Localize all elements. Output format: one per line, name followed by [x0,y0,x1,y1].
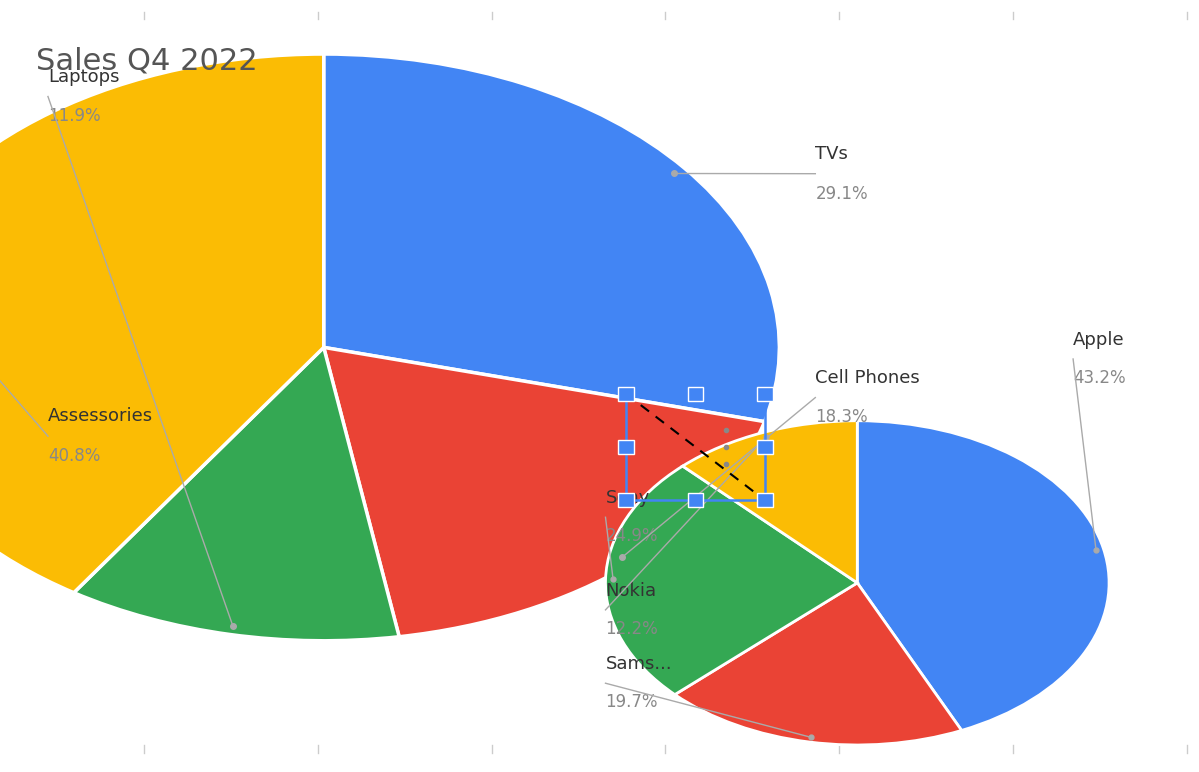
Wedge shape [682,421,857,583]
Bar [619,387,633,401]
Text: 24.9%: 24.9% [605,527,658,545]
Text: 43.2%: 43.2% [1073,369,1126,387]
Bar [688,493,704,507]
Text: Sony: Sony [605,489,650,507]
Wedge shape [675,583,962,745]
Text: Cell Phones: Cell Phones [815,369,920,387]
Text: Apple: Apple [1073,331,1125,349]
Text: Laptops: Laptops [48,68,120,86]
Text: 12.2%: 12.2% [605,620,658,638]
Wedge shape [74,347,399,641]
Text: Sams...: Sams... [605,655,673,673]
Text: 19.7%: 19.7% [605,693,658,711]
Bar [758,387,773,401]
Wedge shape [0,54,324,593]
Wedge shape [605,466,857,695]
Text: Assessories: Assessories [48,408,153,425]
Bar [626,394,765,500]
Bar [619,440,633,454]
Bar [758,493,773,507]
Bar [688,387,704,401]
Text: Sales Q4 2022: Sales Q4 2022 [36,46,258,76]
Text: Nokia: Nokia [605,582,657,600]
Wedge shape [857,421,1109,730]
Text: TVs: TVs [815,145,848,163]
Wedge shape [324,54,779,422]
Wedge shape [324,347,765,637]
Text: 40.8%: 40.8% [48,447,101,465]
Bar [619,493,633,507]
Text: 18.3%: 18.3% [815,408,868,426]
Text: 11.9%: 11.9% [48,107,101,125]
Text: 29.1%: 29.1% [815,185,868,202]
Bar [758,440,773,454]
